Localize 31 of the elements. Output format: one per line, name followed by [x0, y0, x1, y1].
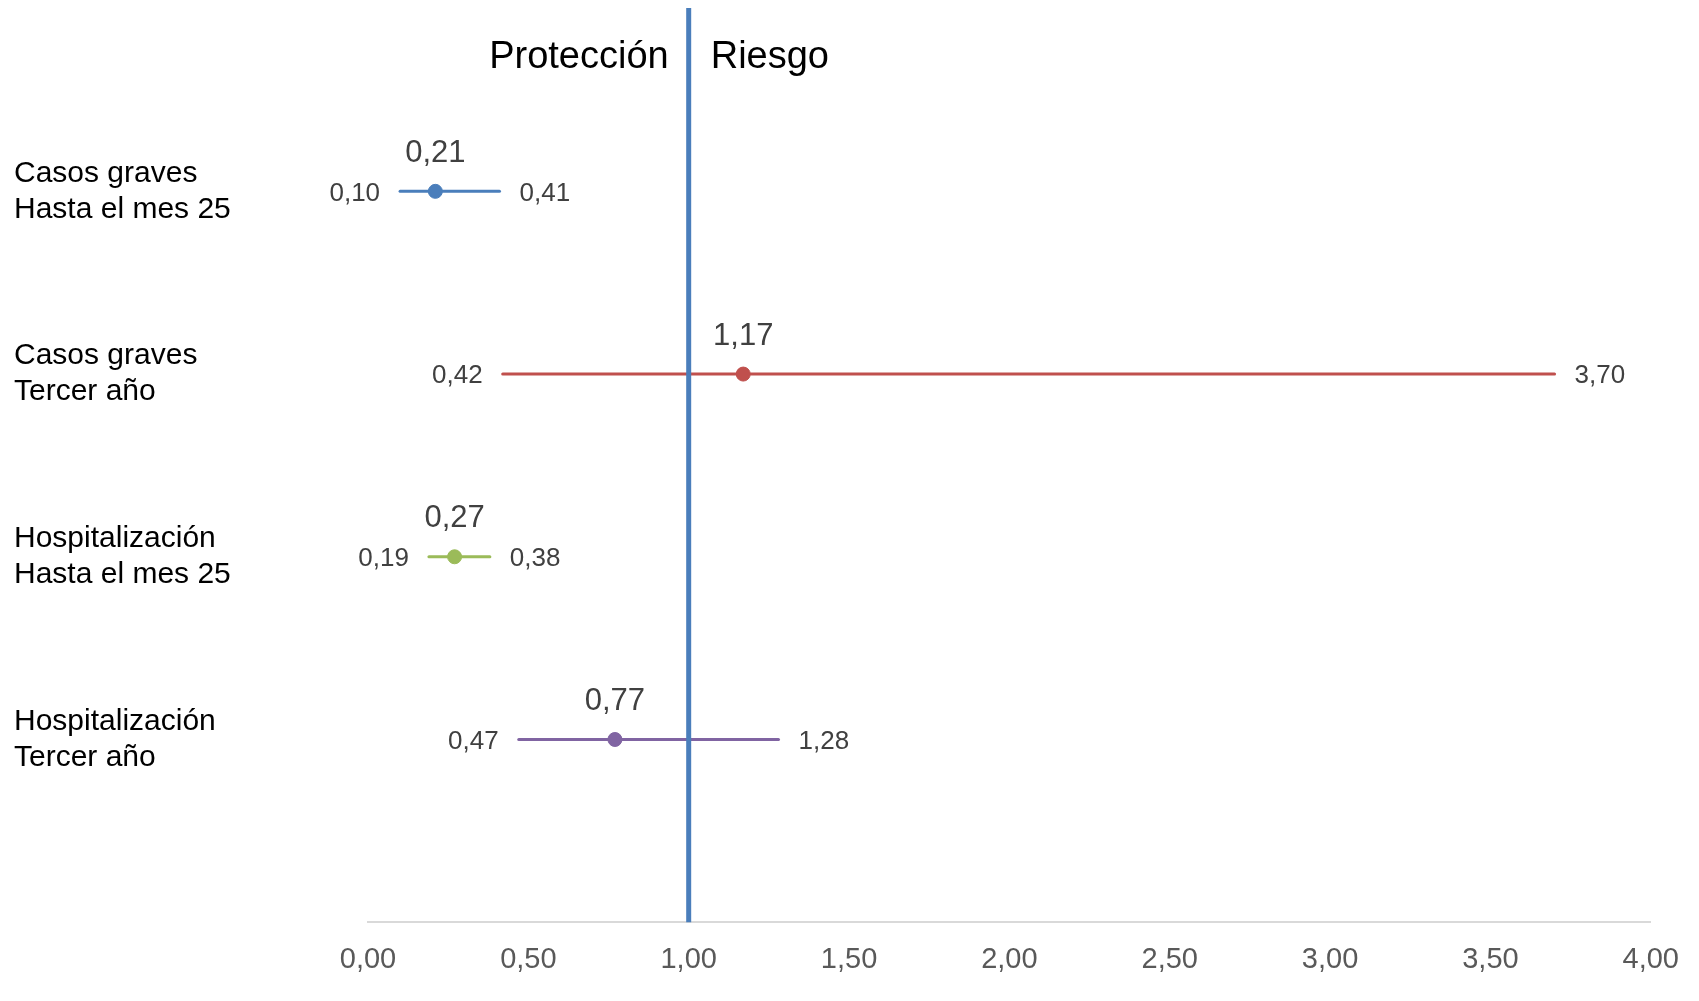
- data-label: 1,17: [713, 316, 774, 352]
- x-tick-label: 0,00: [339, 941, 397, 974]
- point: [607, 731, 623, 747]
- annotation: 0,41: [519, 176, 571, 207]
- annotation: 0,38: [509, 541, 561, 572]
- x-tick-label: 1,50: [820, 941, 878, 974]
- annotation: 3,70: [1574, 359, 1626, 390]
- y-tick-label: Casos graves Hasta el mes 25: [14, 154, 231, 224]
- annotation: Protección: [489, 34, 669, 77]
- annotation: 0,10: [329, 176, 381, 207]
- y-tick-label: Hospitalización Tercer año: [14, 702, 216, 772]
- x-tick-label: 4,00: [1622, 941, 1680, 974]
- point: [447, 549, 463, 565]
- x-tick-label: 2,00: [981, 941, 1038, 974]
- y-tick-label: Hospitalización Hasta el mes 25: [14, 520, 231, 590]
- annotation: 0,42: [432, 359, 483, 390]
- data-label: 0,27: [424, 499, 485, 535]
- y-tick-label: Casos graves Tercer año: [14, 337, 198, 407]
- point: [735, 366, 751, 382]
- annotation: Riesgo: [710, 34, 829, 77]
- x-tick-label: 1,00: [660, 941, 717, 974]
- x-tick-label: 2,50: [1141, 941, 1198, 974]
- annotation: 1,28: [798, 724, 850, 755]
- annotation: 0,47: [448, 724, 499, 755]
- data-label: 0,21: [405, 133, 466, 169]
- point: [427, 183, 443, 199]
- x-tick-label: 3,00: [1301, 941, 1359, 974]
- x-tick-label: 0,50: [500, 941, 557, 974]
- data-label: 0,77: [584, 682, 646, 718]
- annotation: 0,19: [358, 541, 409, 572]
- x-tick-label: 3,50: [1462, 941, 1519, 974]
